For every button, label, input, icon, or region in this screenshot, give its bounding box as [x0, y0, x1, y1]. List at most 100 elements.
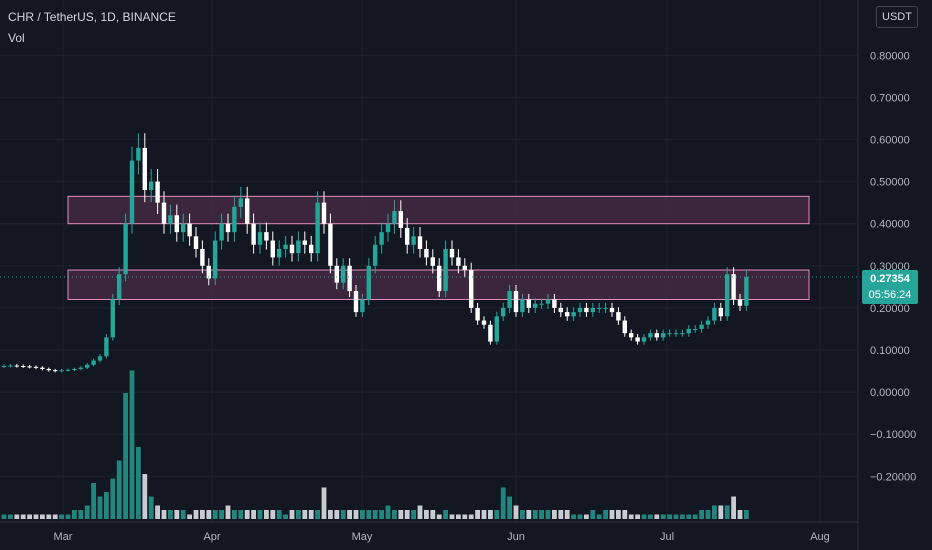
volume-bar: [232, 510, 237, 519]
candle-body: [251, 223, 256, 245]
candle-body: [449, 248, 455, 258]
volume-bar: [353, 510, 359, 519]
volume-bar: [40, 514, 45, 519]
candle-body: [277, 248, 282, 258]
candle-body: [558, 307, 563, 313]
volume-bar: [564, 510, 570, 519]
y-tick-label: 0.60000: [870, 135, 910, 147]
volume-bar: [520, 510, 525, 519]
candle-body: [117, 274, 122, 300]
last-price-value: 0.27354: [870, 273, 910, 285]
candle-body: [584, 307, 589, 313]
candle-body: [488, 324, 493, 342]
candle-body: [123, 223, 128, 275]
candle-body: [712, 307, 717, 321]
candle-body: [481, 320, 487, 325]
candle-body: [379, 232, 384, 245]
volume-bar: [737, 510, 743, 519]
y-tick-label: 0.70000: [870, 92, 910, 104]
volume-bar: [78, 510, 84, 519]
candle-body: [104, 337, 109, 357]
y-tick-label: 0.50000: [870, 177, 910, 189]
candle-body: [200, 248, 205, 266]
candle-body: [14, 365, 19, 367]
candle-body: [501, 307, 506, 317]
candle-body: [85, 364, 90, 368]
candle-body: [8, 365, 13, 367]
x-tick-label: Aug: [810, 531, 830, 543]
candle-body: [174, 215, 179, 233]
candle-body: [392, 211, 397, 224]
candle-body: [737, 299, 743, 306]
candle-body: [648, 333, 653, 338]
candle-body: [398, 211, 403, 228]
candle-body: [437, 265, 442, 292]
candle-body: [731, 274, 736, 300]
candle-body: [667, 333, 672, 335]
volume-indicator-label[interactable]: Vol: [8, 31, 25, 45]
volume-bar: [46, 514, 52, 519]
candle-body: [309, 244, 314, 254]
volume-bar: [110, 478, 116, 519]
candle-body: [225, 223, 231, 233]
x-tick-label: Jun: [507, 531, 525, 543]
candle-body: [373, 244, 378, 266]
candle-body: [661, 333, 666, 338]
volume-bar: [456, 514, 461, 519]
candle-body: [475, 307, 480, 321]
candle-body: [744, 276, 749, 306]
volume-bar: [52, 514, 58, 519]
volume-bar: [545, 510, 551, 519]
candle-body: [693, 328, 698, 330]
candle-body: [565, 312, 570, 317]
volume-bar: [507, 496, 512, 519]
volume-bar: [84, 505, 90, 519]
volume-bar: [660, 514, 666, 519]
volume-bar: [187, 514, 192, 519]
candle-body: [168, 215, 173, 224]
symbol-title[interactable]: CHR / TetherUS, 1D, BINANCE: [8, 10, 176, 24]
volume-bar: [488, 510, 493, 519]
volume-bar: [142, 474, 148, 519]
candle-body: [46, 368, 51, 371]
candle-body: [264, 232, 269, 241]
candle-body: [289, 244, 295, 254]
volume-bar: [116, 460, 122, 519]
candle-body: [97, 356, 103, 361]
candle-body: [315, 202, 320, 254]
candle-body: [571, 312, 576, 317]
candle-body: [21, 365, 26, 367]
candle-body: [718, 307, 723, 317]
candle-body: [40, 367, 45, 369]
volume-bar: [296, 510, 301, 519]
candle-body: [597, 307, 602, 309]
currency-unit-badge[interactable]: USDT: [876, 6, 918, 28]
volume-bar: [468, 514, 474, 519]
volume-bar: [539, 510, 544, 519]
price-zone[interactable]: [67, 195, 810, 225]
candle-body: [238, 198, 243, 207]
x-tick-label: Jul: [660, 531, 674, 543]
volume-bar: [193, 510, 199, 519]
candle-body: [91, 360, 96, 365]
volume-bar: [328, 510, 333, 519]
candle-body: [417, 236, 423, 249]
volume-bar: [558, 510, 564, 519]
volume-bar: [718, 505, 724, 519]
candle-body: [161, 202, 167, 224]
volume-bar: [603, 510, 608, 519]
candle-body: [187, 223, 192, 237]
candle-body: [616, 312, 621, 321]
volume-bar: [206, 510, 212, 519]
candle-body: [353, 291, 359, 313]
volume-bar: [123, 393, 128, 519]
candle-body: [424, 248, 429, 258]
candle-body: [245, 198, 250, 224]
candle-body: [257, 232, 263, 245]
candle-body: [78, 367, 83, 369]
volume-bar: [72, 510, 77, 519]
volume-bar: [532, 510, 538, 519]
volume-bar: [308, 510, 314, 519]
candle-body: [609, 307, 615, 313]
